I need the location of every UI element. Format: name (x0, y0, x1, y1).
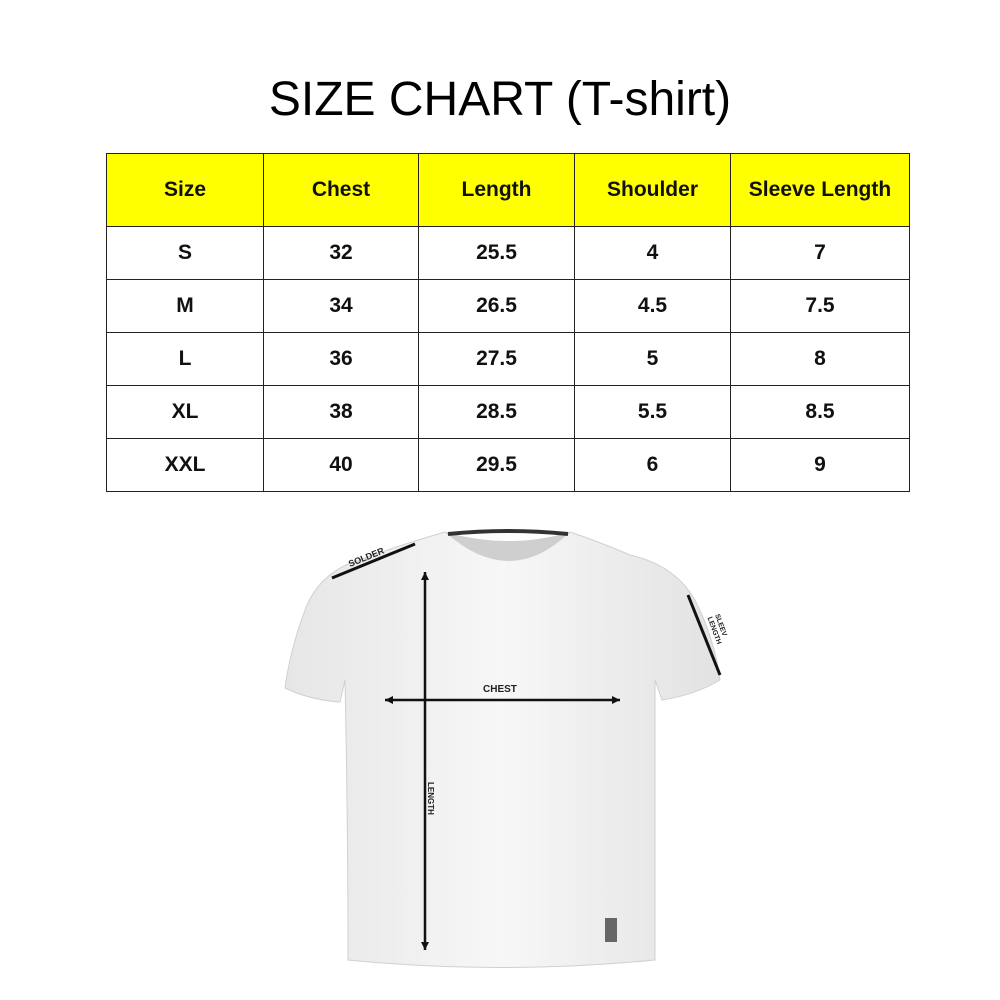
table-row: XXL 40 29.5 6 9 (106, 438, 910, 492)
table-cell: 28.5 (418, 385, 575, 439)
table-cell: 29.5 (418, 438, 575, 492)
shoulder-arrow (331, 542, 416, 580)
table-cell: 36 (263, 332, 419, 386)
table-cell: 5.5 (574, 385, 731, 439)
length-label: LENGTH (426, 782, 435, 815)
table-cell: XXL (106, 438, 264, 492)
table-cell: 25.5 (418, 226, 575, 280)
table-cell: 32 (263, 226, 419, 280)
table-cell: L (106, 332, 264, 386)
table-cell: 8.5 (730, 385, 910, 439)
column-header: Chest (263, 153, 419, 227)
chest-label: CHEST (483, 684, 517, 695)
table-header-row: Size Chest Length Shoulder Sleeve Length (106, 153, 910, 227)
sleeve-arrow (686, 594, 722, 676)
tshirt-body (284, 531, 721, 968)
table-cell: 8 (730, 332, 910, 386)
table-row: M 34 26.5 4.5 7.5 (106, 279, 910, 333)
column-header: Length (418, 153, 575, 227)
table-cell: 4.5 (574, 279, 731, 333)
table-row: S 32 25.5 4 7 (106, 226, 910, 280)
table-cell: XL (106, 385, 264, 439)
column-header: Size (106, 153, 264, 227)
table-cell: 38 (263, 385, 419, 439)
table-cell: 26.5 (418, 279, 575, 333)
table-cell: 4 (574, 226, 731, 280)
table-cell: 27.5 (418, 332, 575, 386)
table-cell: 7.5 (730, 279, 910, 333)
table-row: L 36 27.5 5 8 (106, 332, 910, 386)
tag-icon (605, 918, 617, 942)
table-cell: 7 (730, 226, 910, 280)
table-row: XL 38 28.5 5.5 8.5 (106, 385, 910, 439)
size-table: Size Chest Length Shoulder Sleeve Length S 32… (106, 153, 910, 492)
table-cell: S (106, 226, 264, 280)
page-title: SIZE CHART (T-shirt) (268, 73, 732, 126)
table-cell: 9 (730, 438, 910, 492)
column-header: Shoulder (574, 153, 731, 227)
table-cell: 6 (574, 438, 731, 492)
tshirt-collar (445, 532, 570, 561)
column-header: Sleeve Length (730, 153, 910, 227)
table-cell: 5 (574, 332, 731, 386)
tshirt-diagram: SOLDER SLEEVLENGTH CHEST LENGTH (284, 529, 728, 968)
table-cell: M (106, 279, 264, 333)
table-cell: 34 (263, 279, 419, 333)
table-cell: 40 (263, 438, 419, 492)
